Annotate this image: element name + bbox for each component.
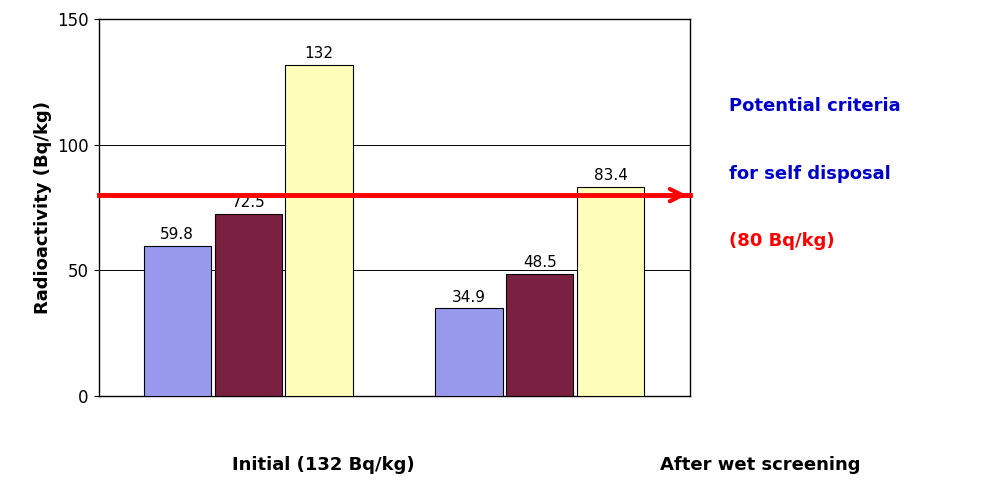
Bar [144, 246, 211, 396]
Text: 83.4: 83.4 [594, 168, 627, 183]
Bar [286, 65, 353, 396]
Y-axis label: Radioactivity (Bq/kg): Radioactivity (Bq/kg) [33, 101, 51, 314]
Text: 72.5: 72.5 [231, 195, 265, 210]
Bar [215, 214, 282, 396]
Text: 48.5: 48.5 [523, 256, 557, 270]
Text: Potential criteria: Potential criteria [729, 97, 900, 115]
Text: After wet screening: After wet screening [660, 456, 861, 474]
Text: for self disposal: for self disposal [729, 165, 890, 183]
Bar [506, 274, 573, 396]
Bar [577, 186, 644, 396]
Bar [435, 309, 502, 396]
Text: 59.8: 59.8 [161, 227, 194, 242]
Text: 34.9: 34.9 [452, 290, 486, 305]
Text: Initial (132 Bq/kg): Initial (132 Bq/kg) [231, 456, 415, 474]
Text: (80 Bq/kg): (80 Bq/kg) [729, 232, 834, 251]
Text: 132: 132 [304, 46, 334, 61]
